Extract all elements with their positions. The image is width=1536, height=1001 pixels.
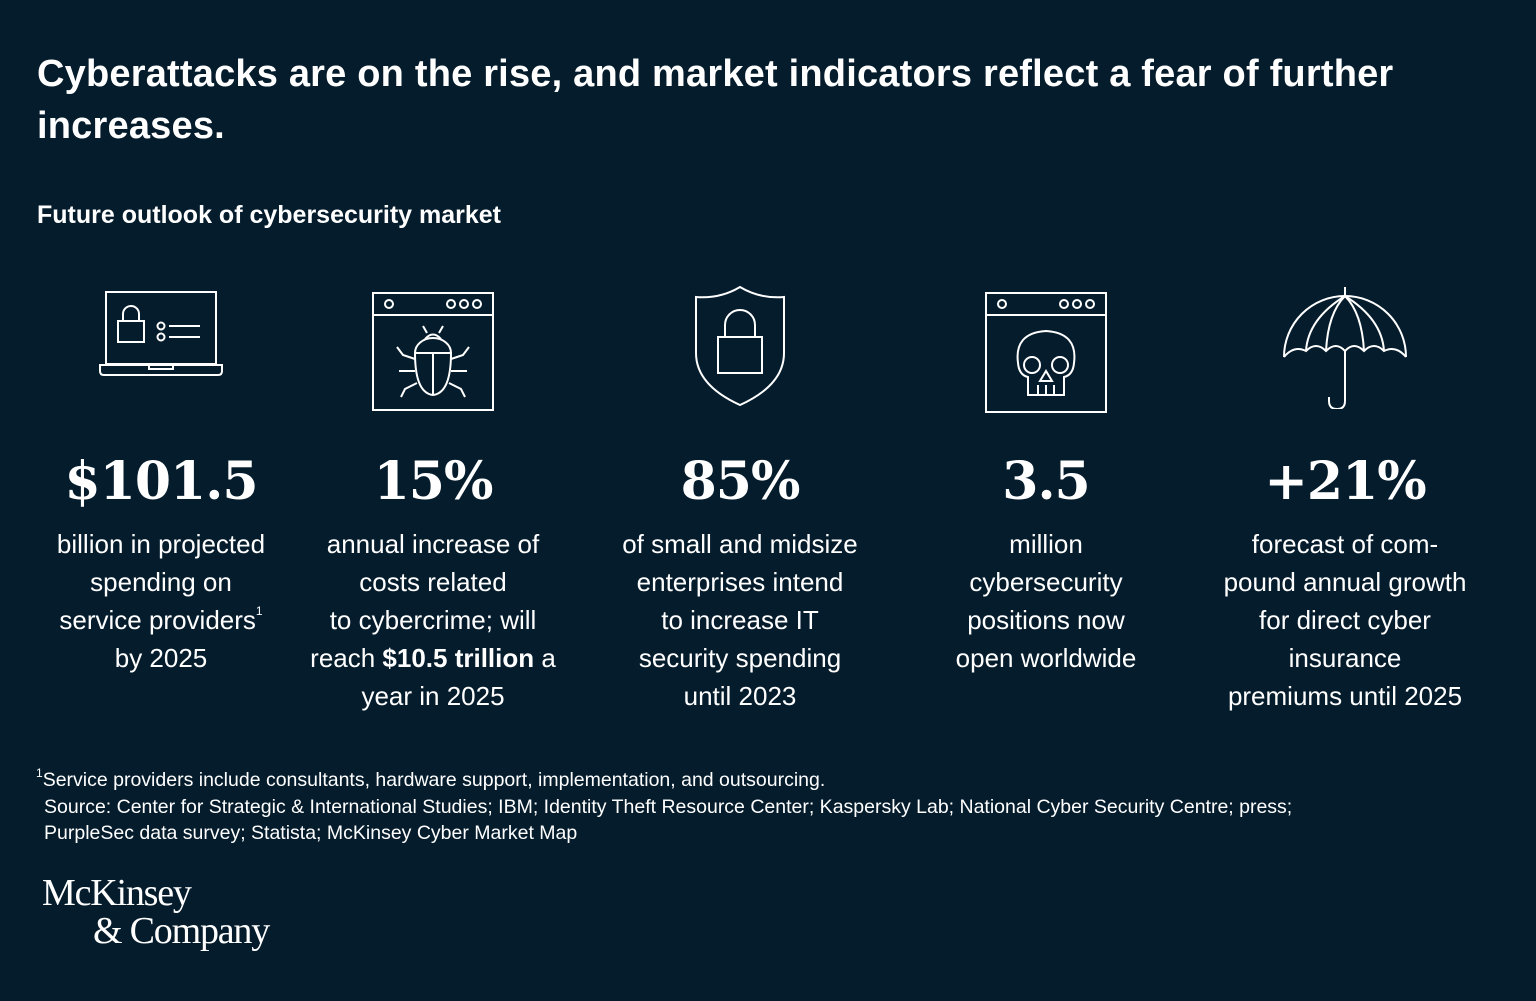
source-note: Source: Center for Strategic & Internati… [44,795,1293,845]
footnote-1: 1Service providers include consultants, … [36,766,826,791]
stat-description: forecast of com- pound annual growth for… [1223,529,1467,711]
mckinsey-logo: McKinsey & Company [42,872,270,952]
page-title: Cyberattacks are on the rise, and market… [37,53,1394,147]
stat-value: 3.5 [1002,451,1090,512]
stat-value: 85% [680,451,801,512]
stat-value: +21% [1264,451,1426,512]
stat-description: of small and midsize enterprises intend … [622,529,858,711]
browser-skull-icon [896,285,1196,420]
stat-description: annual increase of costs related to cybe… [310,529,556,711]
stat-service-providers: $101.5 billion in projected spending on … [11,285,311,677]
umbrella-icon [1195,285,1495,420]
stat-value: 15% [373,451,494,512]
shield-lock-icon [590,285,890,420]
stat-open-positions: 3.5 million cybersecurity positions now … [896,285,1196,677]
browser-bug-icon [283,285,583,420]
footnote-marker: 1 [255,604,263,618]
stat-value: $101.5 [64,451,258,512]
stat-description: million cybersecurity positions now open… [955,529,1137,673]
stat-sme-security-spending: 85% of small and midsize enterprises int… [590,285,890,715]
stat-description: billion in projected spending on service… [56,529,266,673]
page-subtitle: Future outlook of cybersecurity market [37,201,502,229]
laptop-lock-icon [11,285,311,420]
stat-cyber-insurance-growth: +21% forecast of com- pound annual growt… [1195,285,1495,715]
stat-cybercrime-costs: 15% annual increase of costs related to … [283,285,583,715]
footnotes: 1Service providers include consultants, … [36,767,1476,847]
